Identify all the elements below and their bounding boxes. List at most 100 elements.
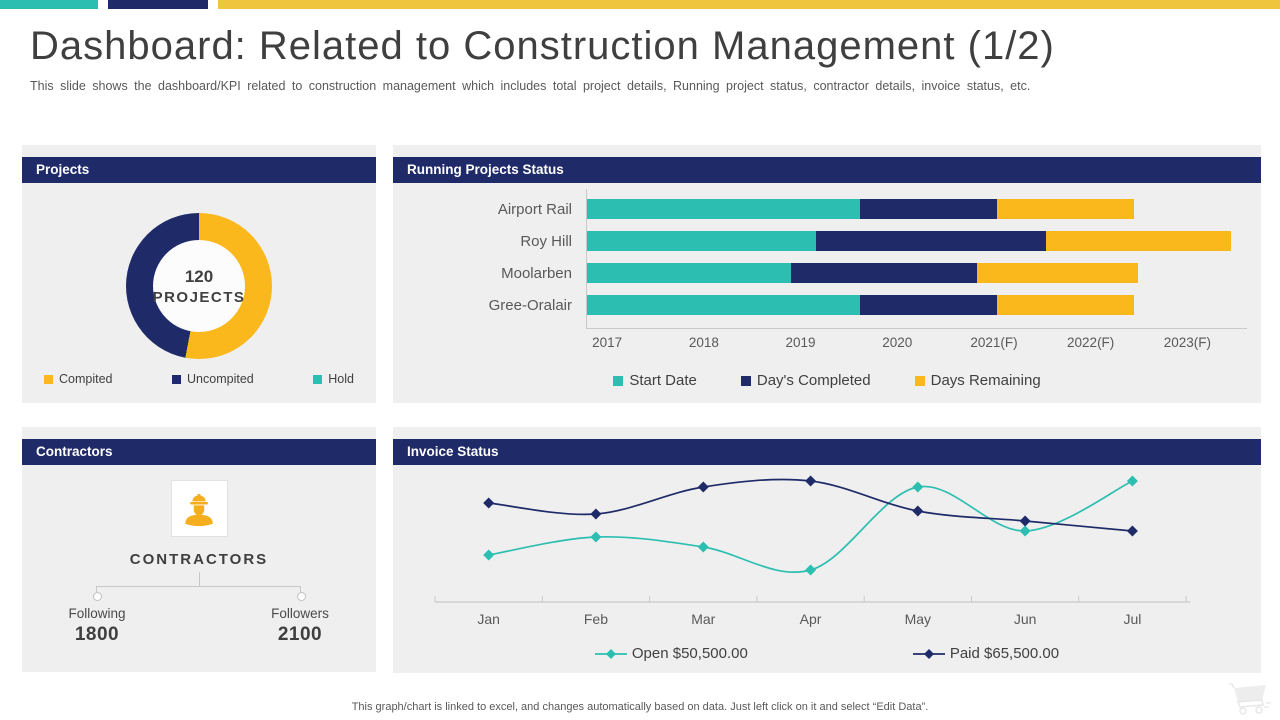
running-projects-panel: Running Projects Status Airport Rail Roy … <box>393 145 1261 403</box>
following-label: Following <box>68 606 126 621</box>
legend-label: Day's Completed <box>756 372 871 389</box>
x-axis-line <box>586 328 1247 329</box>
legend-item: Uncompited <box>172 372 254 386</box>
bar-category-label: Airport Rail <box>497 200 572 218</box>
data-point-marker <box>1019 525 1031 537</box>
data-point-marker <box>912 505 924 517</box>
accent-segment-teal <box>0 0 98 9</box>
data-point-marker <box>590 531 602 543</box>
data-point-marker <box>483 497 495 509</box>
contractors-panel: Contractors CONTRACTORS Following 1800 <box>22 427 376 672</box>
x-tick-label: Jan <box>477 611 500 627</box>
legend-swatch <box>740 375 751 386</box>
bar-track <box>586 263 1247 283</box>
invoice-legend: Open $50,500.00 Paid $65,500.00 <box>393 645 1261 662</box>
bar-row: Roy Hill <box>393 225 1261 257</box>
x-tick-label: 2021(F) <box>970 335 1018 350</box>
x-tick-label: 2023(F) <box>1163 335 1212 350</box>
contractor-stats: Following 1800 Followers 2100 <box>22 606 376 666</box>
y-axis-line <box>586 189 587 329</box>
bar-category-label: Gree-Oralair <box>488 296 572 314</box>
bar-segment-start-date <box>586 295 860 315</box>
legend-label: Compited <box>59 372 113 386</box>
projects-panel: Projects 120 PROJECTS Compited Uncompited… <box>22 145 376 403</box>
bar-segment-start-date <box>586 231 816 251</box>
data-point-marker <box>697 541 709 553</box>
contractor-icon-box <box>170 480 228 537</box>
running-projects-legend: Start Date Day's Completed Days Remaining <box>393 372 1261 389</box>
data-point-marker <box>805 475 817 487</box>
x-tick-label: 2019 <box>785 335 816 350</box>
legend-item: Days Remaining <box>914 372 1041 389</box>
invoice-panel-header: Invoice Status <box>393 439 1261 465</box>
connector-stub-right <box>300 586 301 592</box>
legend-item: Open $50,500.00 <box>594 645 748 662</box>
bar-segment-days-remaining <box>1045 231 1232 251</box>
connector-horizontal <box>96 586 301 587</box>
legend-item: Start Date <box>613 372 697 389</box>
running-projects-panel-header: Running Projects Status <box>393 157 1261 183</box>
invoice-line-chart[interactable]: Jan Feb Mar Apr May Jun Jul <box>393 465 1261 635</box>
data-point-marker <box>805 564 817 576</box>
bar-segment-days-remaining <box>996 295 1134 315</box>
x-tick-label: 2018 <box>688 335 719 350</box>
x-tick-label: Feb <box>584 611 608 627</box>
bar-segment-days-remaining <box>977 263 1139 283</box>
legend-item: Compited <box>44 372 113 386</box>
x-tick-label: Jun <box>1014 611 1037 627</box>
x-axis-tick-labels: 2017 2018 2019 2020 2021(F) 2022(F) 2023(F) <box>586 335 1247 357</box>
connector-node-right <box>297 592 306 601</box>
x-tick-label: 2020 <box>882 335 913 350</box>
legend-label: Days Remaining <box>930 372 1041 389</box>
bar-category-label: Moolarben <box>501 264 572 282</box>
projects-legend: Compited Uncompited Hold <box>22 372 376 386</box>
contractors-panel-header: Contractors <box>22 439 376 465</box>
accent-segment-yellow <box>218 0 1280 9</box>
bar-segment-day-s-completed <box>859 295 997 315</box>
connector-stub-left <box>96 586 97 592</box>
bar-segment-days-remaining <box>996 199 1134 219</box>
legend-label: Hold <box>328 372 354 386</box>
slide-subtitle: This slide shows the dashboard/KPI relat… <box>30 79 1031 93</box>
running-projects-chart[interactable]: Airport Rail Roy Hill Moolarben Gree-Oralai… <box>393 189 1261 389</box>
data-point-marker <box>1126 475 1138 487</box>
construction-worker-icon <box>185 493 213 526</box>
contractors-caption: CONTRACTORS <box>129 551 269 568</box>
followers-label: Followers <box>271 606 329 621</box>
legend-label: Start Date <box>629 372 697 389</box>
page-title: Dashboard: Related to Construction Manag… <box>30 24 1055 68</box>
bar-track <box>586 199 1247 219</box>
line-series <box>488 478 1133 532</box>
line-series <box>488 480 1133 573</box>
bar-segment-day-s-completed <box>859 199 997 219</box>
legend-swatch <box>44 374 53 384</box>
x-tick-label: 2022(F) <box>1067 335 1115 350</box>
connector-stem <box>199 572 200 586</box>
footer-note: This graph/chart is linked to excel, and… <box>351 701 929 713</box>
bar-segment-start-date <box>586 263 792 283</box>
data-point-marker <box>912 481 924 493</box>
bar-row: Gree-Oralair <box>393 289 1261 321</box>
bar-row: Airport Rail <box>393 193 1261 225</box>
legend-label: Paid $65,500.00 <box>949 645 1060 662</box>
legend-marker-icon <box>912 648 945 659</box>
followers-value: 2100 <box>277 624 323 645</box>
donut-center: 120 PROJECTS <box>153 240 245 332</box>
bar-row: Moolarben <box>393 257 1261 289</box>
followers-stat: Followers 2100 <box>271 606 329 646</box>
legend-swatch <box>613 375 624 386</box>
data-point-marker <box>1019 515 1031 527</box>
following-value: 1800 <box>74 624 120 645</box>
bar-category-label: Roy Hill <box>520 232 572 250</box>
projects-donut-chart[interactable]: 120 PROJECTS <box>126 213 272 359</box>
x-tick-label: Apr <box>800 611 822 627</box>
x-tick-label: 2017 <box>592 335 623 350</box>
legend-swatch <box>172 374 182 384</box>
bar-segment-day-s-completed <box>815 231 1046 251</box>
legend-swatch <box>914 375 925 386</box>
x-tick-label: Jul <box>1123 611 1141 627</box>
connector-lines <box>22 572 376 601</box>
projects-panel-header: Projects <box>22 157 376 183</box>
bar-segment-day-s-completed <box>791 263 978 283</box>
